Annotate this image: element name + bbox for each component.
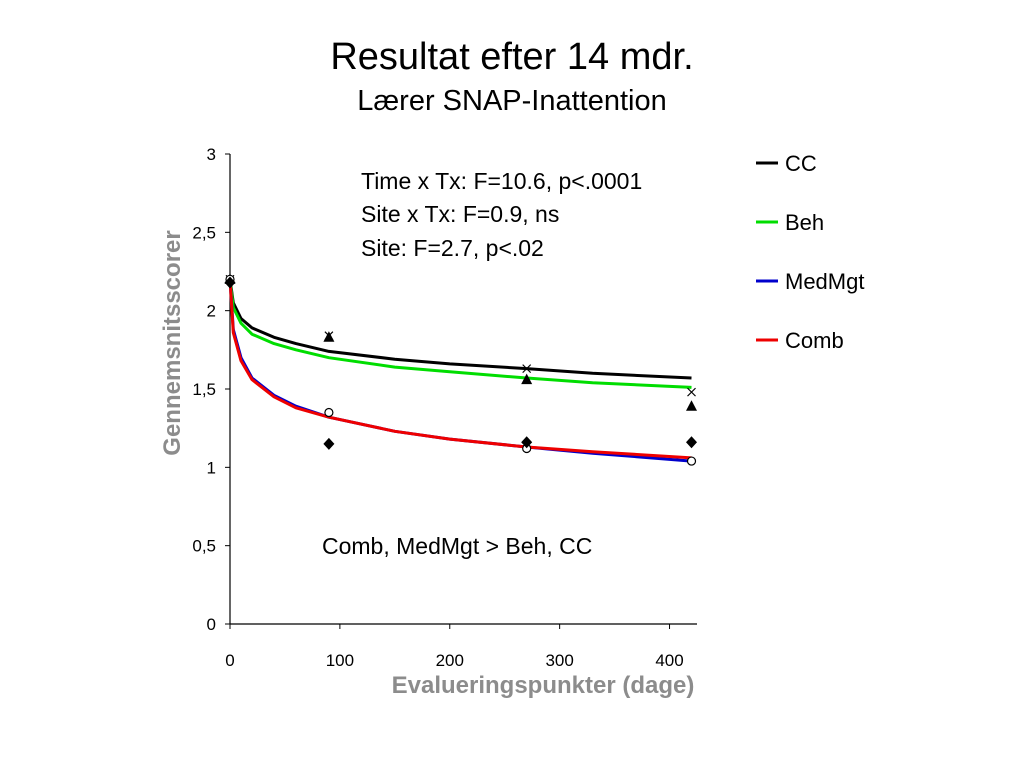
y-tick-label: 2 xyxy=(207,302,216,321)
legend-label: CC xyxy=(785,151,817,176)
data-point-cc xyxy=(687,387,696,397)
legend-item-beh: Beh xyxy=(756,210,824,235)
legend-label: Comb xyxy=(785,328,844,353)
data-point-comb xyxy=(323,437,335,450)
y-tick-label: 3 xyxy=(207,145,216,164)
y-tick-label: 2,5 xyxy=(192,223,216,242)
legend-item-medmgt: MedMgt xyxy=(756,269,864,294)
stats-annotation-2: Site x Tx: F=0.9, ns xyxy=(361,201,559,227)
data-point-beh xyxy=(323,331,335,342)
x-tick-label: 100 xyxy=(326,651,354,670)
y-tick-label: 0 xyxy=(207,615,216,634)
comparison-annotation: Comb, MedMgt > Beh, CC xyxy=(322,533,592,559)
data-point-medmgt xyxy=(686,456,697,466)
data-point-beh xyxy=(686,400,698,411)
series-line-medmgt xyxy=(228,279,692,463)
series-line-comb xyxy=(228,279,692,460)
legend-label: Beh xyxy=(785,210,824,235)
y-tick-label: 1 xyxy=(207,458,216,477)
x-axis-ticks: 0 100 200 300 400 xyxy=(225,624,684,670)
data-point-cc xyxy=(522,364,532,374)
x-tick-label: 0 xyxy=(225,651,234,670)
legend-item-cc: CC xyxy=(756,151,817,176)
data-point-medmgt xyxy=(324,407,334,418)
y-tick-label: 1,5 xyxy=(192,380,216,399)
data-point-comb xyxy=(521,436,533,449)
series-curves xyxy=(228,279,692,463)
x-tick-label: 400 xyxy=(655,651,683,670)
chart-title: Resultat efter 14 mdr. xyxy=(330,36,694,78)
y-axis-label: Gennemsnitsscorer xyxy=(159,230,186,455)
stats-annotation-3: Site: F=2.7, p<.02 xyxy=(361,235,544,261)
observed-points xyxy=(224,273,698,466)
series-line-beh xyxy=(228,279,692,389)
legend-item-comb: Comb xyxy=(756,328,844,353)
stats-annotation-1: Time x Tx: F=10.6, p<.0001 xyxy=(361,168,642,194)
data-point-comb xyxy=(224,276,236,289)
x-tick-label: 200 xyxy=(436,651,464,670)
legend-label: MedMgt xyxy=(785,269,864,294)
x-tick-label: 300 xyxy=(545,651,573,670)
data-point-comb xyxy=(686,436,698,449)
legend: CC Beh MedMgt Comb xyxy=(756,151,864,353)
chart-subtitle: Lærer SNAP-Inattention xyxy=(357,85,667,117)
series-line-cc xyxy=(228,279,692,380)
data-point-beh xyxy=(521,373,533,385)
x-axis-label: Evalueringspunkter (dage) xyxy=(392,672,695,699)
y-tick-label: 0,5 xyxy=(192,537,216,556)
y-axis-ticks: 0 0,5 1 1,5 2 2,5 3 xyxy=(192,145,230,634)
